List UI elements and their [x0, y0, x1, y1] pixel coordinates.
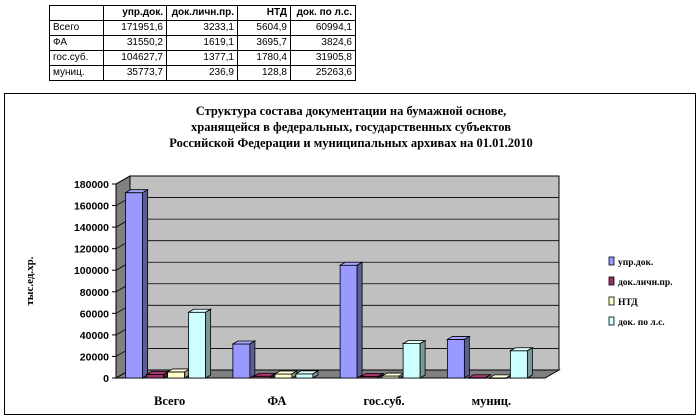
bar-side [463, 335, 470, 379]
x-tick-label: ФА [267, 394, 286, 408]
bar [339, 264, 358, 379]
legend-swatch [608, 296, 615, 306]
chart-title-line-3: Российской Федерации и муниципальных арх… [169, 136, 533, 150]
y-axis-label: тыс.ед.хр. [24, 256, 36, 305]
y-tick-label: 120000 [74, 244, 109, 256]
y-tick-label: 60000 [80, 308, 109, 320]
table-cell: 5604,9 [237, 20, 291, 36]
bar [509, 350, 528, 379]
y-tick-label: 40000 [80, 330, 109, 342]
bar [402, 343, 421, 379]
bar [125, 192, 144, 379]
table-row: ФА 31550,2 1619,1 3695,7 3824,6 [49, 35, 356, 51]
bar [274, 373, 293, 379]
table-header-row: упр.док. док.личн.пр. НТД док. по л.с. [49, 5, 356, 21]
y-tick-label: 140000 [74, 222, 109, 234]
table-cell: 236,9 [166, 65, 238, 81]
legend-label: док.личн.пр. [618, 278, 673, 288]
legend-swatch [608, 256, 615, 266]
bar-side [205, 308, 212, 379]
bar-side [142, 188, 149, 379]
y-tick-label: 100000 [74, 265, 109, 277]
table-cell: 1377,1 [166, 50, 238, 66]
data-table: упр.док. док.личн.пр. НТД док. по л.с. В… [49, 5, 356, 81]
bar-side [312, 370, 319, 379]
table-cell: 104627,7 [103, 50, 167, 66]
table-header-dok-ls: док. по л.с. [290, 5, 356, 21]
table-cell: 171951,6 [103, 20, 167, 36]
bar [232, 343, 251, 379]
table-header-empty [49, 5, 104, 21]
table-cell: гос.суб. [49, 50, 104, 66]
x-tick-label: гос.суб. [364, 394, 405, 408]
bar [446, 339, 465, 379]
table-cell: 31550,2 [103, 35, 167, 51]
table-header-dok-lichn: док.личн.пр. [166, 5, 238, 21]
table-cell: муниц. [49, 65, 104, 81]
table-cell: 3824,6 [290, 35, 356, 51]
table-cell: ФА [49, 35, 104, 51]
table-cell: 1780,4 [237, 50, 291, 66]
table-cell: Всего [49, 20, 104, 36]
table-cell: 25263,6 [290, 65, 356, 81]
bar-side [377, 372, 384, 379]
y-tick-label: 160000 [74, 201, 109, 213]
bar-side [484, 374, 491, 379]
bar-side [526, 347, 533, 379]
y-tick-label: 20000 [80, 351, 109, 363]
x-tick-label: Всего [154, 394, 185, 408]
legend-label: НТД [618, 298, 638, 308]
gridline [115, 175, 559, 185]
table-cell: 128,8 [237, 65, 291, 81]
table-cell: 31905,8 [290, 50, 356, 66]
bar [167, 371, 186, 379]
table-cell: 60994,1 [290, 20, 356, 36]
table-row: муниц. 35773,7 236,9 128,8 25263,6 [49, 65, 356, 81]
table-cell: 3695,7 [237, 35, 291, 51]
bar-side [249, 340, 256, 379]
legend-swatch [608, 316, 615, 326]
chart-title-line-1: Структура состава документации на бумажн… [195, 104, 507, 118]
bar [295, 373, 314, 379]
table-cell: 1619,1 [166, 35, 238, 51]
table-row: гос.суб. 104627,7 1377,1 1780,4 31905,8 [49, 50, 356, 66]
y-tick-label: 80000 [80, 287, 109, 299]
bar-side [419, 339, 426, 379]
bar-side [356, 261, 363, 379]
x-tick-label: муниц. [472, 394, 512, 408]
table-header-upr: упр.док. [103, 5, 167, 21]
y-tick-label: 180000 [74, 179, 109, 191]
bar-chart: 0 20000 40000 60000 80000 100000 120000 140000 1… [24, 175, 673, 408]
legend-label: док. по л.с. [618, 318, 665, 328]
legend-label: упр.док. [618, 258, 653, 268]
chart-title-line-2: хранящейся в федеральных, государственны… [191, 120, 511, 134]
bar [146, 374, 165, 379]
legend-swatch [608, 276, 615, 286]
table-cell: 3233,1 [166, 20, 238, 36]
bar [188, 311, 207, 379]
chart-container: Структура состава документации на бумажн… [4, 93, 696, 415]
y-tick-label: 0 [103, 373, 109, 385]
table-row: Всего 171951,6 3233,1 5604,9 60994,1 [49, 20, 356, 36]
table-cell: 35773,7 [103, 65, 167, 81]
table-header-ntd: НТД [237, 5, 291, 21]
